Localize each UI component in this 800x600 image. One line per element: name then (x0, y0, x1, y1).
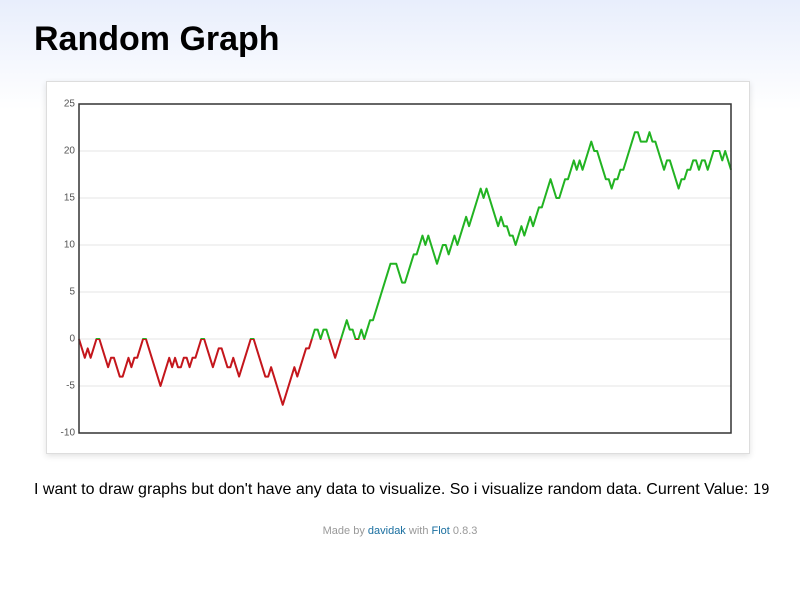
footer-text: with (408, 525, 429, 537)
chart-box: -10 -5 0 5 10 15 20 25 (46, 81, 750, 454)
y-tick-label: 10 (64, 240, 76, 251)
chart: -10 -5 0 5 10 15 20 25 (61, 99, 732, 439)
footer: Made by davidak with Flot 0.8.3 (0, 525, 800, 537)
library-link[interactable]: Flot (431, 525, 450, 537)
description-text: I want to draw graphs but don't have any… (34, 481, 749, 498)
author-link[interactable]: davidak (367, 525, 406, 537)
description: I want to draw graphs but don't have any… (34, 481, 770, 499)
data-line (78, 131, 732, 406)
y-tick-label: 5 (69, 287, 75, 298)
y-tick-label: 20 (64, 146, 76, 157)
y-tick-label: 25 (64, 99, 76, 110)
y-tick-label: -10 (61, 428, 76, 439)
y-tick-label: 15 (64, 193, 76, 204)
plot-border (78, 103, 732, 434)
y-tick-label: 0 (69, 334, 75, 345)
y-tick-label: -5 (66, 381, 75, 392)
footer-text: Made by (322, 525, 365, 537)
version: 0.8.3 (452, 525, 478, 537)
page-title: Random Graph (34, 20, 280, 58)
current-value: 19 (752, 482, 770, 498)
